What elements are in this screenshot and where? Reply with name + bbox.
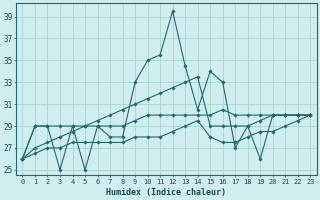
X-axis label: Humidex (Indice chaleur): Humidex (Indice chaleur) [106, 188, 226, 197]
